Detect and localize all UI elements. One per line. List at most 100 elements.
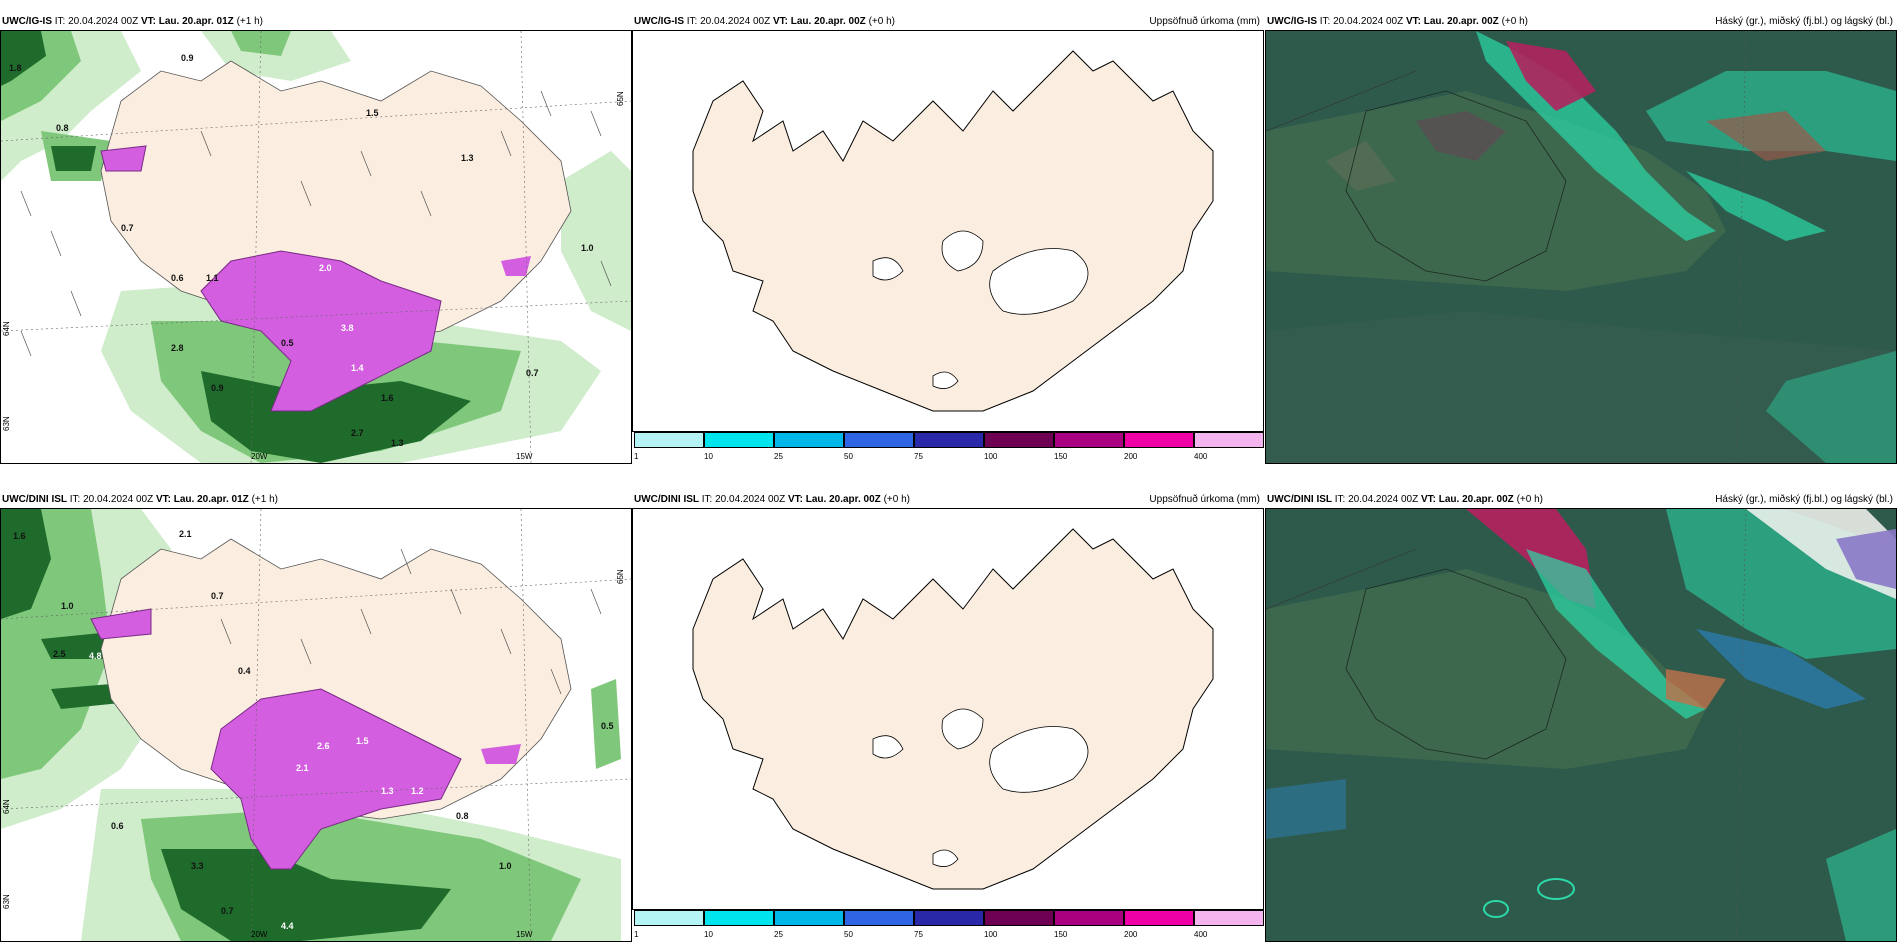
value-label: 0.8 (56, 123, 69, 133)
igis-accum-panel: UWC/IG-IS IT: 20.04.2024 00Z VT: Lau. 20… (632, 0, 1264, 470)
value-label: 2.7 (351, 428, 364, 438)
value-label: 2.6 (317, 741, 330, 751)
value-label: 1.0 (61, 601, 74, 611)
panel-header: UWC/DINI ISL IT: 20.04.2024 00Z VT: Lau.… (1265, 492, 1897, 508)
vt-label: VT: (1420, 494, 1436, 505)
lat-label-64n: 64N (2, 321, 11, 336)
value-label: 3.3 (191, 861, 204, 871)
dini-accum-panel: UWC/DINI ISL IT: 20.04.2024 00Z VT: Lau.… (632, 478, 1264, 948)
panel-header: UWC/DINI ISL IT: 20.04.2024 00Z VT: Lau.… (0, 492, 632, 508)
colorbar-tick: 75 (914, 452, 923, 461)
value-label: 0.7 (221, 906, 234, 916)
it-value: 20.04.2024 00Z (1333, 16, 1404, 27)
value-label: 1.3 (391, 438, 404, 448)
value-label: 0.7 (121, 223, 134, 233)
value-label: 2.5 (53, 649, 66, 659)
colorbar-segment (1194, 910, 1264, 926)
colorbar-tick: 75 (914, 930, 923, 939)
lat-label-65n: 65N (616, 91, 625, 106)
panel-header: UWC/IG-IS IT: 20.04.2024 00Z VT: Lau. 20… (1265, 14, 1897, 30)
vt-value: Lau. 20.apr. 00Z (1423, 16, 1499, 27)
vt-value: Lau. 20.apr. 00Z (805, 494, 881, 505)
value-label: 0.9 (181, 53, 194, 63)
lon-label-20w: 20W (251, 452, 268, 461)
model-name: UWC/IG-IS (1267, 16, 1317, 27)
vt-label: VT: (1405, 16, 1421, 27)
lat-label-64n: 64N (2, 799, 11, 814)
model-name: UWC/IG-IS (634, 16, 684, 27)
value-label: 0.6 (111, 821, 124, 831)
colorbar: 1 10 25 50 75 100 150 200 400 (634, 432, 1264, 461)
colorbar-tick: 150 (1054, 930, 1068, 939)
dini-precip-type-panel: UWC/DINI ISL IT: 20.04.2024 00Z VT: Lau.… (0, 478, 632, 948)
it-label: IT: (686, 16, 698, 27)
precip-map: 65N 64N 63N 20W 15W 1.6 2.1 0.7 1.0 2.5 … (0, 508, 632, 942)
model-name: UWC/DINI ISL (2, 494, 67, 505)
it-label: IT: (701, 494, 713, 505)
colorbar-tick: 100 (984, 452, 998, 461)
clouds-map (1265, 508, 1897, 942)
colorbar-segment (634, 910, 704, 926)
colorbar-segment (704, 910, 774, 926)
colorbar-tick: 200 (1124, 452, 1138, 461)
vt-value: Lau. 20.apr. 00Z (1438, 494, 1514, 505)
value-label: 0.8 (456, 811, 469, 821)
igis-precip-type-panel: UWC/IG-IS IT: 20.04.2024 00Z VT: Lau. 20… (0, 0, 632, 470)
value-label: 4.8 (89, 651, 102, 661)
colorbar-segment (914, 432, 984, 448)
vt-value: Lau. 20.apr. 00Z (790, 16, 866, 27)
lead-time: (+1 h) (236, 16, 263, 27)
value-label: 1.2 (411, 786, 424, 796)
colorbar-segment (1124, 910, 1194, 926)
lead-time: (+0 h) (1501, 16, 1528, 27)
colorbar-segment (844, 910, 914, 926)
value-label: 1.1 (206, 273, 219, 283)
it-label: IT: (1319, 16, 1331, 27)
lead-time: (+0 h) (1516, 494, 1543, 505)
panel-header: UWC/DINI ISL IT: 20.04.2024 00Z VT: Lau.… (632, 492, 1264, 508)
colorbar-segment (774, 910, 844, 926)
colorbar-tick: 400 (1194, 452, 1208, 461)
value-label: 0.7 (526, 368, 539, 378)
panel-title: Háský (gr.), miðský (fj.bl.) og lágský (… (1715, 494, 1893, 505)
lead-time: (+0 h) (883, 494, 910, 505)
value-label: 1.5 (366, 108, 379, 118)
precip-map: 65N 64N 63N 20W 15W 0.6 0.9 1.5 1.8 0.8 … (0, 30, 632, 464)
value-label: 0.5 (601, 721, 614, 731)
panel-title: Uppsöfnuð úrkoma (mm) (1149, 16, 1260, 27)
colorbar-segment (774, 432, 844, 448)
it-value: 20.04.2024 00Z (1348, 494, 1419, 505)
colorbar-segment (1124, 432, 1194, 448)
model-name: UWC/IG-IS (2, 16, 52, 27)
panel-header: UWC/IG-IS IT: 20.04.2024 00Z VT: Lau. 20… (632, 14, 1264, 30)
model-name: UWC/DINI ISL (634, 494, 699, 505)
value-label: 1.0 (499, 861, 512, 871)
lat-label-63n: 63N (2, 894, 11, 909)
it-value: 20.04.2024 00Z (68, 16, 139, 27)
vt-value: Lau. 20.apr. 01Z (173, 494, 249, 505)
model-name: UWC/DINI ISL (1267, 494, 1332, 505)
colorbar-segment (1054, 432, 1124, 448)
value-label: 2.1 (296, 763, 309, 773)
value-label: 1.4 (351, 363, 364, 373)
value-label: 1.5 (356, 736, 369, 746)
it-value: 20.04.2024 00Z (700, 16, 771, 27)
lat-label-63n: 63N (2, 416, 11, 431)
value-label: 0.9 (211, 383, 224, 393)
colorbar-tick: 1 (634, 452, 639, 461)
colorbar-tick: 10 (704, 930, 713, 939)
value-label: 1.6 (13, 531, 26, 541)
value-label: 2.1 (179, 529, 192, 539)
colorbar-segment (704, 432, 774, 448)
lon-label-20w: 20W (251, 930, 268, 939)
vt-value: Lau. 20.apr. 01Z (158, 16, 234, 27)
igis-clouds-panel: UWC/IG-IS IT: 20.04.2024 00Z VT: Lau. 20… (1265, 0, 1897, 470)
colorbar-segment (984, 910, 1054, 926)
panel-header: UWC/IG-IS IT: 20.04.2024 00Z VT: Lau. 20… (0, 14, 632, 30)
vt-label: VT: (772, 16, 788, 27)
accum-map (632, 508, 1264, 910)
value-label: 4.4 (281, 921, 294, 931)
value-label: 0.6 (171, 273, 184, 283)
colorbar-tick: 50 (844, 930, 853, 939)
colorbar-tick: 25 (774, 452, 783, 461)
